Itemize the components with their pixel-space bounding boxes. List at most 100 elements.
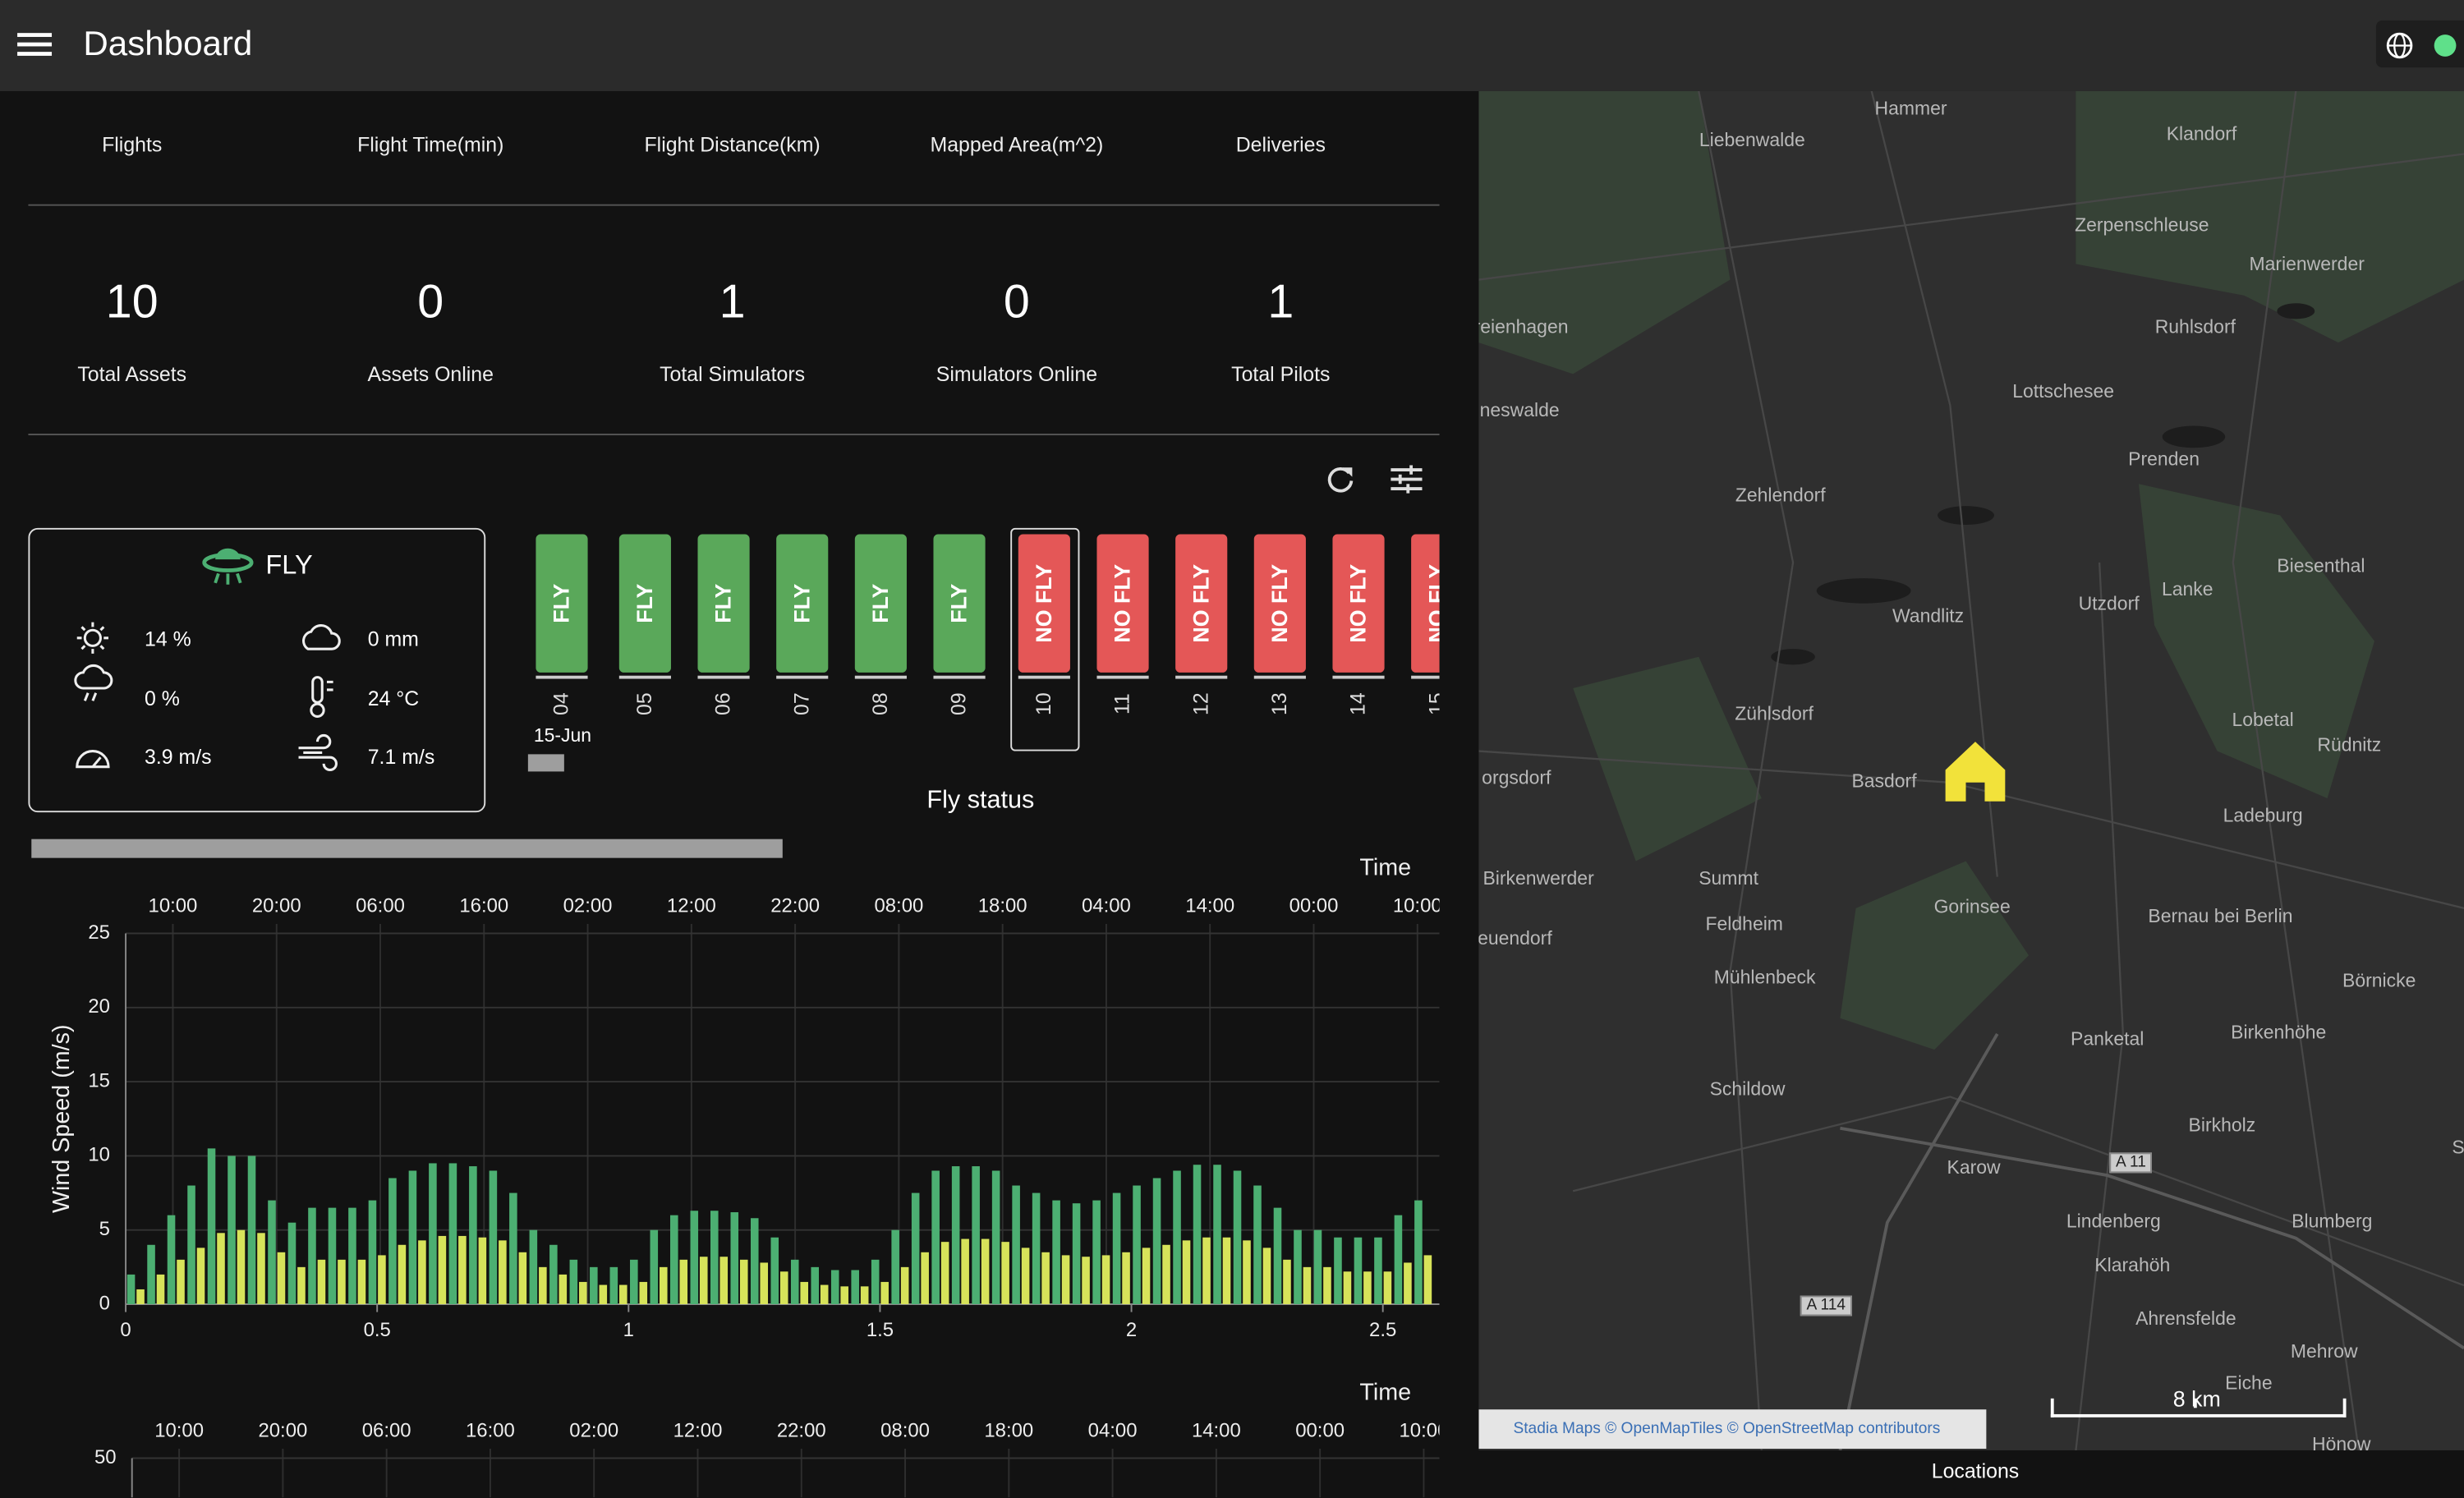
day-card[interactable] [1253,534,1306,673]
weather-reading: 24 °C [367,686,420,710]
bar [871,1259,880,1305]
day-card[interactable] [536,534,588,673]
bar [851,1270,859,1305]
bar [429,1163,437,1305]
bar [840,1286,848,1305]
place: Zühlsdorf [1735,702,1814,725]
y-tick-label: 10 [88,1144,110,1166]
bar [1262,1248,1271,1305]
bar [880,1281,889,1305]
weather-reading: 0 % [145,686,180,710]
scrollbar[interactable] [31,839,783,858]
place: Rüdnitz [2317,733,2382,756]
day-card[interactable] [854,534,907,673]
x2-tick-label: 20:00 [252,894,301,917]
day-underline [854,675,907,679]
y-tick-label: 20 [88,995,110,1018]
bar [579,1281,587,1305]
day-card[interactable] [776,534,829,673]
bar [599,1284,608,1305]
bar [1383,1271,1392,1305]
bar [1072,1203,1081,1305]
x-tick-label: 1 [623,1319,634,1341]
place: Mühlenbeck [1713,966,1816,989]
x2-tick-label: 10:00 [149,894,198,917]
bar [1343,1271,1352,1305]
day-label: 10 [1032,692,1055,715]
x2-tick-label: 08:00 [874,894,923,917]
y-axis-title: Wind Speed (m/s) [48,1024,75,1213]
place: Wandlitz [1892,604,1965,627]
bar [549,1244,558,1305]
stat-label: Assets Online [367,362,494,386]
online-indicator [2434,34,2457,57]
day-underline [536,675,588,679]
map-tiles [1478,90,2464,1450]
day-label: 05 [632,692,656,715]
home-marker[interactable] [1944,740,2007,803]
bar [1253,1185,1262,1305]
bar [1414,1200,1423,1305]
bar [348,1207,356,1305]
day-label: 04 [549,692,573,715]
x2-tick-label: 04:00 [1082,894,1131,917]
day-underline [1411,675,1440,679]
refresh-button[interactable] [1325,463,1356,494]
language-button[interactable] [2385,31,2413,59]
bar [559,1274,568,1305]
bar [730,1212,739,1305]
day-label: 11 [1110,693,1134,715]
stat-value: 0 [417,276,444,329]
bar [1294,1229,1302,1305]
bar [679,1259,688,1305]
day-underline [1332,675,1385,679]
day-label: 14 [1345,692,1370,715]
stat-header: Flight Distance(km) [644,132,821,157]
menu-button[interactable] [17,30,53,57]
place: Bernau bei Berlin [2148,905,2293,927]
map[interactable]: Hammer Liebenwalde Klandorf Zerpenschleu… [1478,90,2464,1450]
bar [187,1185,195,1305]
scale-bar [2050,1398,2347,1418]
day-label: 06 [710,692,735,715]
month-label: 15-Jun [533,724,592,747]
day-card[interactable] [933,534,986,673]
x2-tick-label: 06:00 [362,1419,411,1441]
bar [1162,1244,1170,1305]
bar [297,1266,306,1305]
bar [699,1257,708,1305]
day-label: 13 [1267,692,1291,715]
bar [1313,1229,1322,1305]
strip-scroll-thumb[interactable] [527,754,564,772]
place: euendorf [1478,926,1552,949]
stat-label: Total Simulators [660,362,806,386]
bar [529,1229,538,1305]
day-card[interactable] [1175,534,1228,673]
bar [1142,1248,1151,1305]
bar [1052,1200,1060,1305]
day-card[interactable] [618,534,671,673]
x-tick-label: 2.5 [1369,1319,1396,1341]
bar [268,1200,276,1305]
filter-button[interactable] [1391,465,1423,494]
bar [177,1259,185,1305]
day-card[interactable] [1332,534,1385,673]
bar [981,1238,990,1305]
bar [338,1259,346,1305]
stat-value: 0 [1003,276,1030,329]
bar [750,1218,759,1305]
bar [388,1178,397,1305]
bar [1283,1259,1291,1305]
bar [277,1252,286,1305]
day-card[interactable] [1411,534,1440,673]
weather-reading: 14 % [145,627,191,651]
day-status: FLY [945,583,972,623]
place: reienhagen [1478,315,1569,338]
day-card[interactable] [1018,534,1070,673]
bar [378,1255,386,1305]
y-tick-label: 0 [99,1292,110,1314]
stat-header: Flights [102,132,163,157]
day-card[interactable] [1096,534,1149,673]
attribution[interactable]: Stadia Maps © OpenMapTiles © OpenStreetM… [1513,1420,1941,1438]
day-card[interactable] [697,534,750,673]
